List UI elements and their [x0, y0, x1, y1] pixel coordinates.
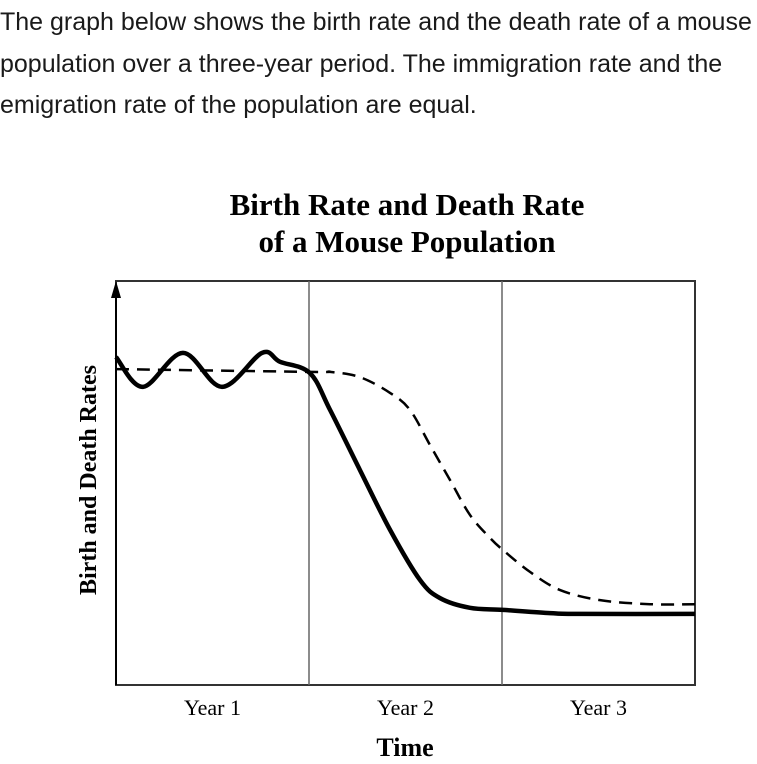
dashed-rate-line [115, 367, 696, 606]
question-intro-text: The graph below shows the birth rate and… [0, 8, 752, 119]
plot-frame [115, 280, 696, 686]
chart-title-line-1: Birth Rate and Death Rate [230, 187, 585, 222]
y-axis-arrow-icon [111, 281, 121, 298]
x-tick-label: Year 1 [184, 695, 241, 720]
chart-title-line-2: of a Mouse Population [258, 224, 555, 259]
x-tick-label: Year 3 [570, 695, 627, 720]
x-tick-label: Year 2 [377, 695, 434, 720]
solid-rate-line [114, 349, 696, 617]
y-axis-label: Birth and Death Rates [76, 365, 102, 595]
x-axis-label: Time [376, 733, 433, 762]
